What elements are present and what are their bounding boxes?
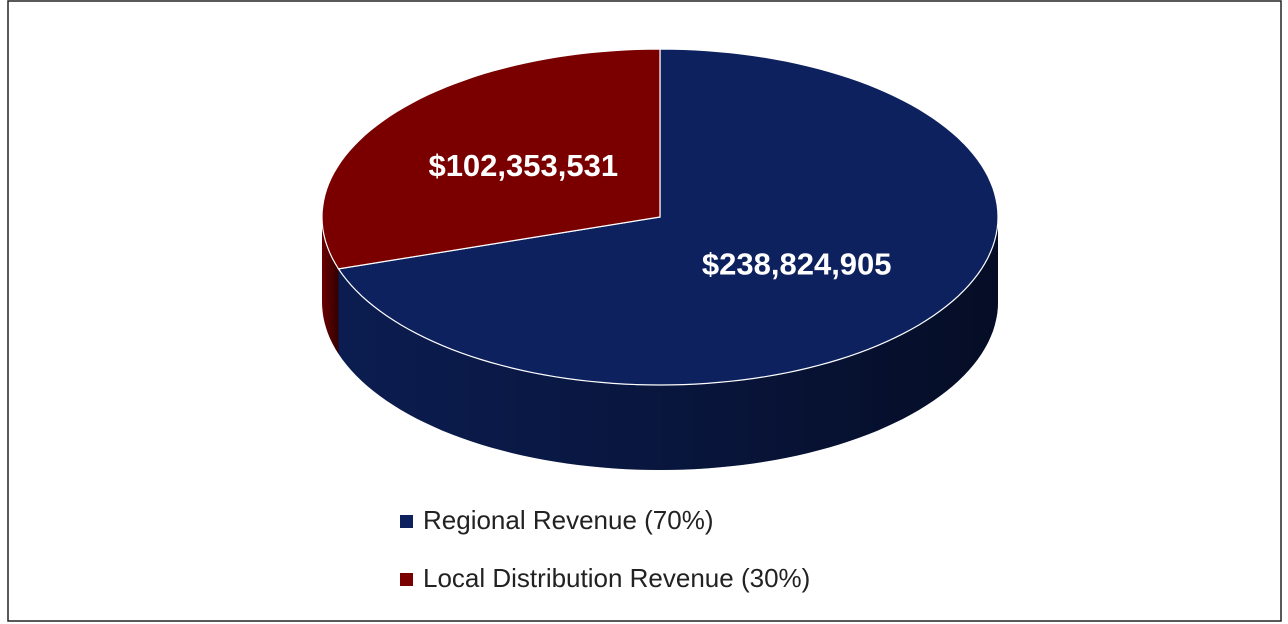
slice [337, 48, 999, 386]
legend: Regional Revenue (70%) Local Distribution… [400, 505, 810, 593]
slice-side-shade [338, 217, 998, 470]
data-label: $238,824,905 [702, 247, 892, 282]
legend-swatch [400, 515, 413, 528]
legend-swatch [400, 573, 413, 586]
legend-label: Local Distribution Revenue (30%) [423, 563, 810, 593]
slice-side-shade [322, 217, 339, 354]
legend-label: Regional Revenue (70%) [423, 505, 714, 535]
data-label: $102,353,531 [428, 148, 618, 183]
slice [321, 48, 661, 270]
pie: $238,824,905 $102,353,531 [321, 48, 999, 470]
